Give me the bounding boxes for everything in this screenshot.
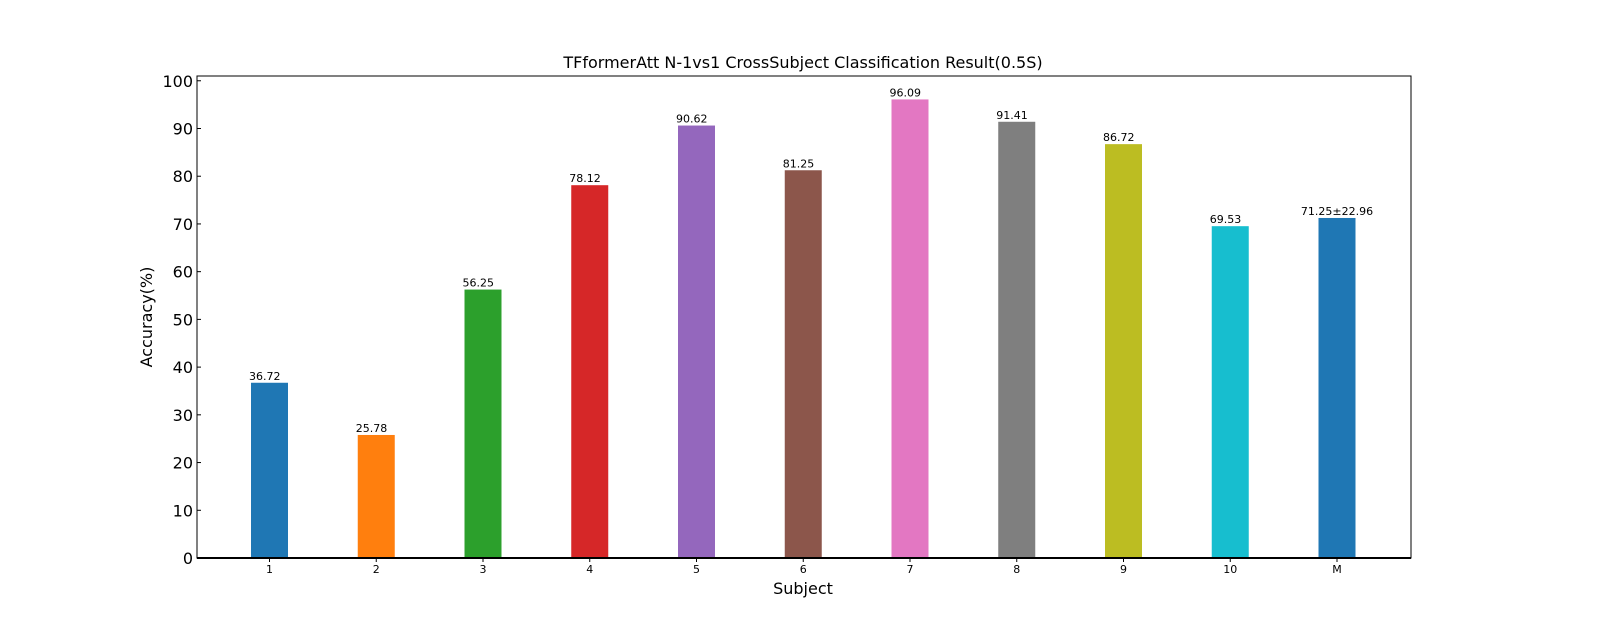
bar-value-label: 36.72 — [249, 370, 281, 383]
bar-value-label: 56.25 — [463, 277, 495, 290]
x-tick-label: M — [1332, 563, 1342, 576]
x-tick-label: 8 — [1013, 563, 1020, 576]
bar-subject-4 — [571, 185, 609, 558]
x-tick-label: 10 — [1223, 563, 1237, 576]
y-tick-label: 80 — [173, 167, 193, 186]
y-tick-label: 10 — [173, 501, 193, 520]
y-tick-label: 60 — [173, 263, 193, 282]
bar-subject-6 — [784, 170, 822, 558]
y-tick-label: 20 — [173, 454, 193, 473]
x-tick-label: 5 — [693, 563, 700, 576]
y-tick-label: 50 — [173, 310, 193, 329]
bar-subject-8 — [998, 121, 1036, 559]
x-tick-label: 7 — [907, 563, 914, 576]
bar-subject-M — [1318, 217, 1356, 559]
bar-labels-group: 36.72 25.78 56.25 78.12 90.62 81.25 96.09 91.41… — [249, 86, 1373, 435]
x-tick-label: 9 — [1120, 563, 1127, 576]
x-tick-label: 4 — [586, 563, 593, 576]
bar-value-label: 69.53 — [1210, 213, 1242, 226]
bar-subject-10 — [1211, 226, 1249, 558]
bar-value-label: 25.78 — [356, 422, 388, 435]
bar-subject-9 — [1105, 144, 1142, 558]
x-tick-label: 3 — [480, 563, 487, 576]
bar-subject-5 — [678, 125, 715, 558]
bar-value-label: 90.62 — [676, 113, 708, 126]
x-axis-label: Subject — [773, 579, 833, 598]
bars-group — [251, 99, 1356, 559]
x-axis: 1 2 3 4 5 6 7 8 9 10 M — [266, 558, 1342, 576]
bar-subject-3 — [464, 289, 502, 558]
y-tick-label: 30 — [173, 406, 193, 425]
bar-subject-7 — [891, 99, 929, 559]
bar-value-label: 96.09 — [890, 86, 922, 99]
y-tick-label: 100 — [162, 72, 193, 91]
chart-title: TFformerAtt N-1vs1 CrossSubject Classifi… — [562, 53, 1042, 72]
bar-subject-1 — [251, 382, 288, 558]
y-axis: 0 10 20 30 40 50 60 70 80 90 100 — [162, 72, 201, 568]
y-tick-label: 0 — [183, 549, 193, 568]
bar-value-label: 81.25 — [783, 157, 815, 170]
x-tick-label: 2 — [373, 563, 380, 576]
x-tick-label: 1 — [266, 563, 273, 576]
x-tick-label: 6 — [800, 563, 807, 576]
y-tick-label: 70 — [173, 215, 193, 234]
bar-subject-2 — [357, 434, 395, 558]
y-tick-label: 40 — [173, 358, 193, 377]
bar-value-label: 78.12 — [569, 172, 601, 185]
y-tick-label: 90 — [173, 120, 193, 139]
bar-value-label: 86.72 — [1103, 131, 1135, 144]
y-axis-label: Accuracy(%) — [137, 267, 156, 368]
bar-value-label: 91.41 — [996, 109, 1028, 122]
bar-value-label: 71.25±22.96 — [1301, 205, 1373, 218]
